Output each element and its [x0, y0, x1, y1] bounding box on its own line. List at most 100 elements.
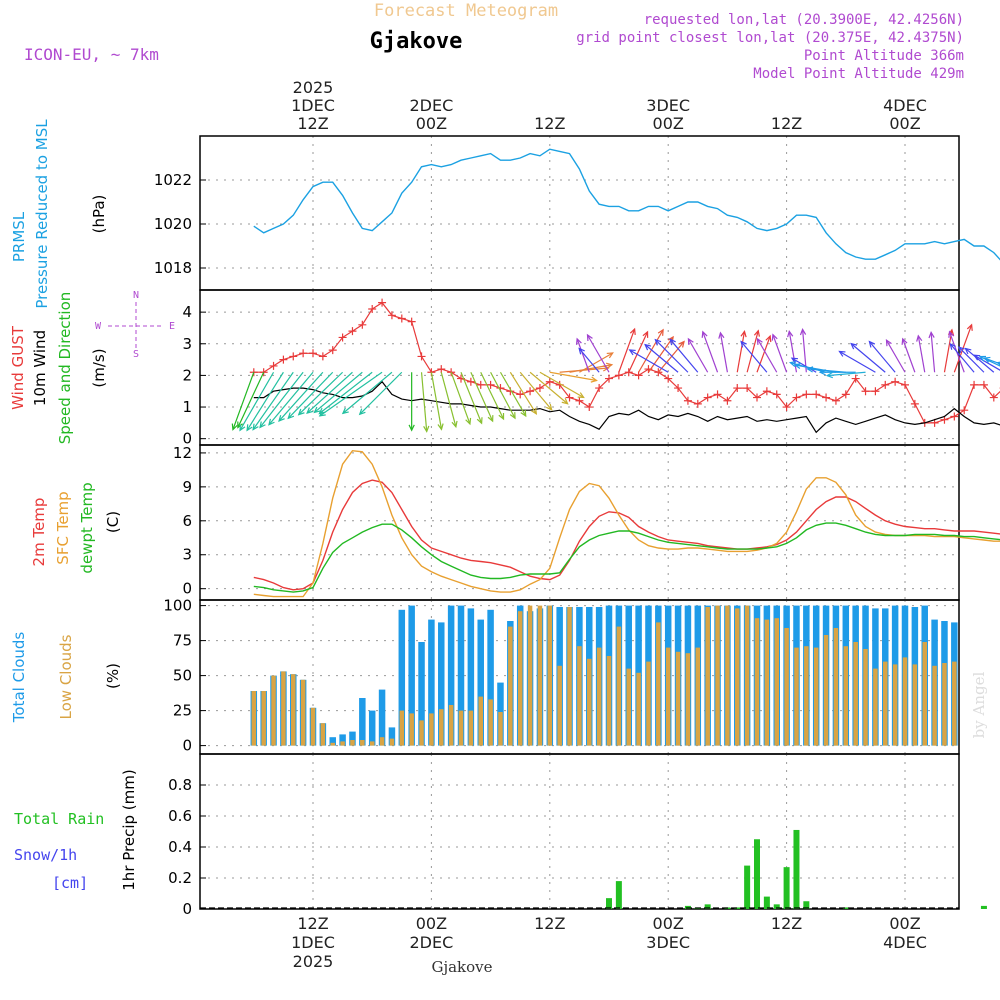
- wind-arrow-head: [586, 333, 593, 342]
- low-cloud-bar: [863, 649, 868, 746]
- wind-arrow: [539, 371, 584, 399]
- low-cloud-bar: [340, 741, 345, 746]
- low-cloud-bar: [735, 608, 740, 746]
- wind-arrow: [509, 371, 537, 415]
- total-cloud-bar: [368, 710, 376, 746]
- wind-arrow-head: [678, 340, 685, 348]
- wind-arrow-head: [996, 361, 1000, 366]
- pressure-unit: (hPa): [90, 195, 108, 234]
- wind-arrow-head: [437, 423, 444, 431]
- wind-gust-marker: [743, 384, 752, 393]
- wind-arrow: [917, 335, 926, 373]
- low-cloud-bar: [843, 646, 849, 746]
- wind-arrow: [460, 372, 483, 424]
- rain-bar: [980, 905, 987, 909]
- wind-arrow: [943, 329, 953, 373]
- wind-arrow-head: [487, 415, 494, 423]
- bottom-date-label: 3DEC: [646, 933, 690, 952]
- wind-arrow-head: [825, 372, 834, 379]
- panel-precip: 0 0.2 0.4 0.6 0.8: [168, 753, 987, 918]
- wind-arrow-head: [297, 408, 305, 416]
- wind-arrow-head: [687, 337, 694, 345]
- wind-arrow: [958, 346, 985, 373]
- wind-speed-line: [253, 380, 1000, 434]
- low-cloud-bar: [537, 605, 543, 746]
- wind-arrow: [319, 371, 383, 417]
- low-cloud-bar: [813, 647, 819, 746]
- wind-arrow-head: [740, 340, 747, 348]
- low-cloud-bar: [439, 709, 444, 746]
- wind-gust-marker: [387, 311, 396, 320]
- top-date-label: 1DEC: [291, 96, 335, 115]
- wind-gust-marker: [348, 327, 357, 336]
- low-cloud-bar: [902, 657, 908, 746]
- compass-w: W: [95, 321, 102, 332]
- rain-bar: [763, 896, 770, 909]
- pressure-label-2: Pressure Reduced to MSL: [33, 119, 51, 309]
- total-cloud-bar: [487, 609, 494, 746]
- wind-arrow-head: [788, 360, 797, 368]
- watermark: by Angel: [970, 671, 988, 738]
- wind-arrow-head: [629, 327, 636, 336]
- temperature-series-1: [253, 449, 1000, 598]
- bottom-hour-label: 12Z: [534, 914, 565, 933]
- wind-arrow-head: [850, 342, 858, 350]
- wind-arrow-head: [644, 343, 652, 351]
- wind-arrow-head: [916, 334, 923, 342]
- rain-bar: [606, 898, 612, 909]
- total-cloud-bar: [359, 698, 366, 746]
- low-cloud-bar: [794, 647, 799, 746]
- wind-arrow-head: [983, 356, 991, 363]
- wind-gust-marker: [703, 393, 712, 402]
- wind-arrow: [430, 372, 443, 430]
- rain-bar: [773, 904, 780, 909]
- wind-gust-marker: [535, 384, 544, 393]
- low-cloud-bar: [330, 742, 335, 746]
- wind-arrow-head: [408, 424, 415, 432]
- gridpoint-coords: grid point closest lon,lat (20.375E, 42.…: [576, 30, 964, 46]
- wind-gust-marker: [299, 349, 308, 358]
- wind-gust-marker: [624, 368, 633, 377]
- low-cloud-bar: [754, 618, 760, 746]
- wind-gust-marker: [437, 365, 446, 374]
- total-cloud-bar: [388, 727, 396, 746]
- wind-gust-marker: [822, 393, 831, 402]
- wind-arrow: [237, 371, 265, 428]
- low-cloud-bar: [429, 713, 434, 746]
- wind-gust-marker: [910, 399, 919, 408]
- wind-label-gust: Wind GUST: [9, 325, 27, 410]
- wind-arrow: [319, 371, 373, 414]
- wind-arrow-head: [964, 347, 972, 355]
- low-cloud-bar: [300, 679, 306, 746]
- wind-arrow-head: [740, 330, 747, 338]
- wind-gust-marker: [753, 393, 761, 402]
- wind-arrow: [232, 372, 255, 430]
- wind-arrow: [801, 329, 807, 373]
- wind-gust-marker: [970, 380, 979, 389]
- wind-arrow-head: [806, 366, 814, 373]
- wind-arrow-head: [306, 407, 314, 414]
- wind-ytick-label: 0: [182, 430, 192, 448]
- temperature-ytick-label: 9: [182, 478, 192, 496]
- low-cloud-bar: [468, 710, 474, 746]
- wind-arrow: [756, 335, 771, 373]
- pressure-labels: PRMSL Pressure Reduced to MSL (hPa): [10, 119, 108, 309]
- low-cloud-bar: [320, 723, 326, 746]
- wind-arrow-head: [520, 409, 527, 418]
- wind-arrow: [949, 343, 975, 373]
- wind-arrow: [746, 330, 759, 373]
- wind-gust-marker: [881, 380, 890, 389]
- wind-gust-marker: [693, 399, 702, 408]
- wind-arrow: [629, 349, 669, 373]
- model-altitude: Model Point Altitude 429m: [753, 66, 964, 82]
- low-cloud-bar: [725, 605, 730, 746]
- compass-rose: N E S W: [95, 290, 175, 360]
- low-cloud-bar: [577, 646, 582, 746]
- wind-arrow: [702, 331, 719, 373]
- wind-arrow-head: [701, 330, 708, 338]
- faint-title: Forecast Meteogram: [374, 1, 558, 21]
- low-cloud-bar: [656, 622, 661, 746]
- low-cloud-bar: [596, 647, 602, 746]
- wind-gust-marker: [575, 396, 584, 405]
- total-cloud-bar: [398, 609, 406, 746]
